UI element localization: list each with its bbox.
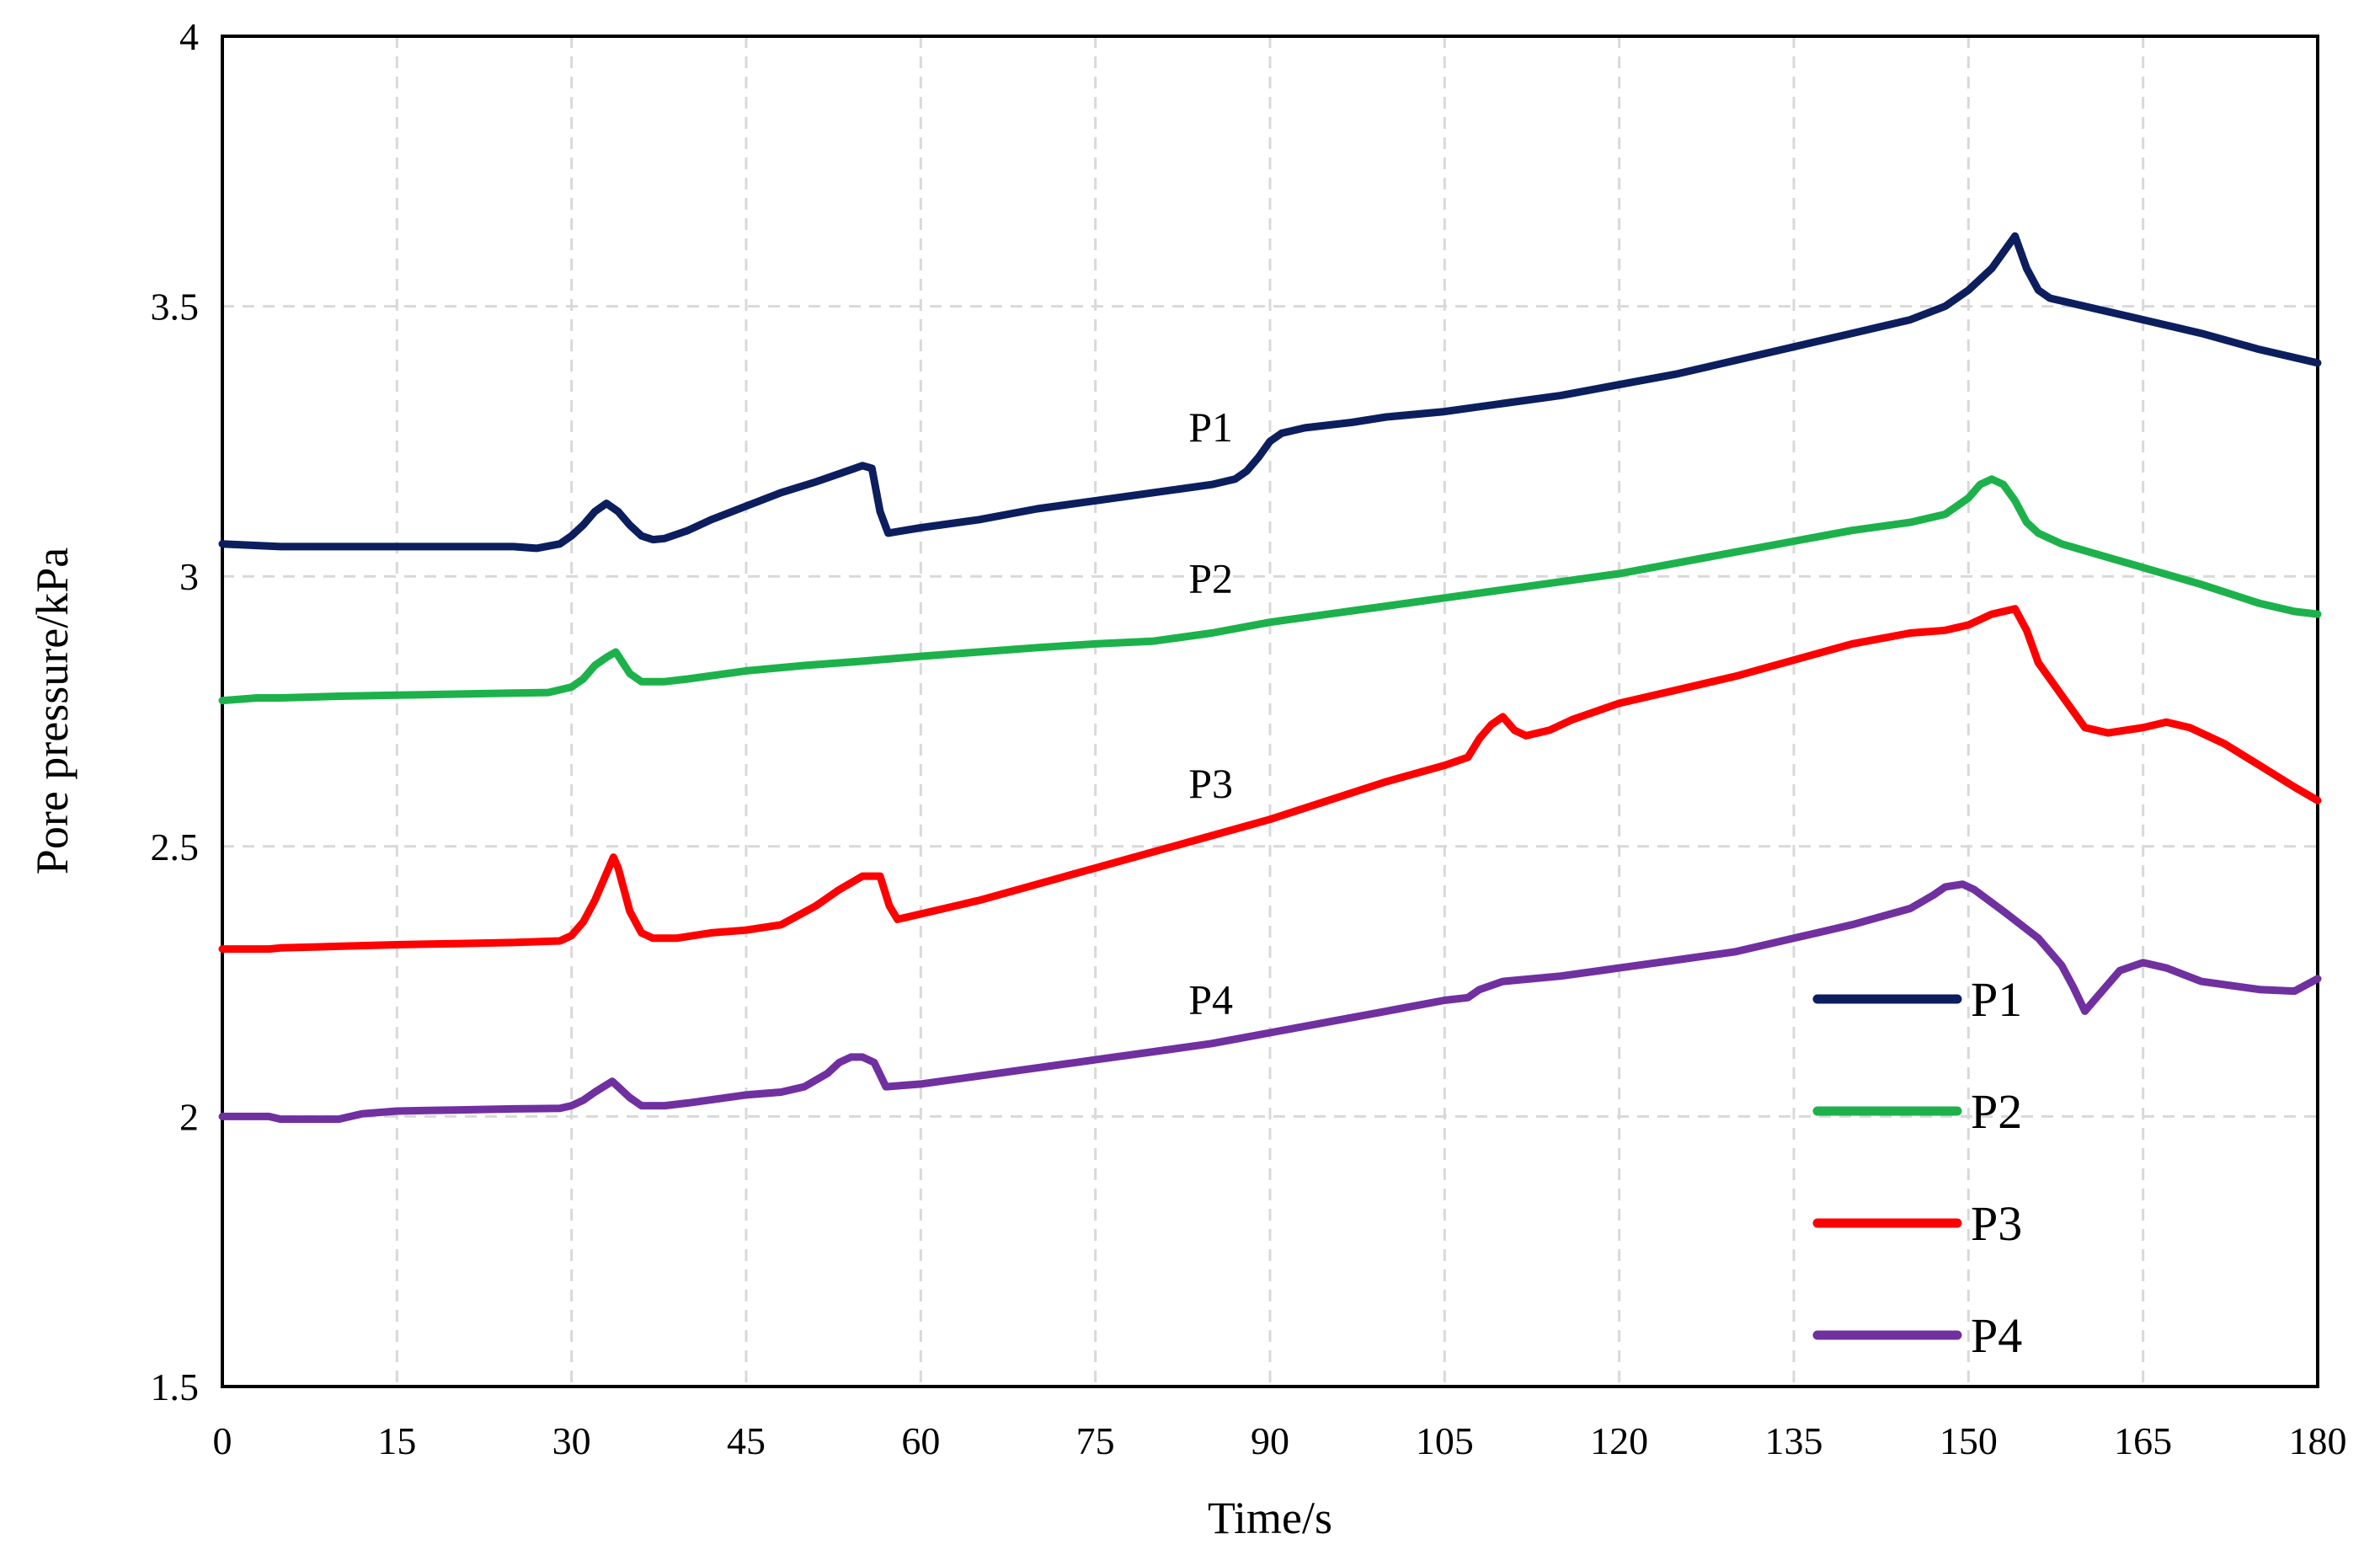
inline-series-labels: P1 P2 P3 P4	[1188, 403, 1233, 1023]
y-axis-ticks: 1.5 2 2.5 3 3.5 4	[151, 15, 200, 1408]
x-tick-label: 120	[1590, 1419, 1648, 1462]
series-line-p2	[218, 475, 2322, 705]
series-line-p3	[218, 605, 2322, 954]
y-tick-label: 3.5	[151, 286, 200, 329]
x-tick-label: 165	[2114, 1419, 2172, 1462]
y-axis-title: Pore pressure/kPa	[27, 548, 77, 874]
legend-label-p2: P2	[1971, 1084, 2022, 1139]
x-tick-label: 180	[2289, 1419, 2347, 1462]
y-tick-label: 3	[179, 555, 199, 598]
y-tick-label: 2	[179, 1095, 199, 1138]
x-axis-ticks: 0 15 30 45 60 75 90 105 120 135 150 165 180	[213, 1419, 2347, 1462]
x-tick-label: 150	[1940, 1419, 1998, 1462]
y-tick-label: 4	[179, 15, 199, 58]
x-axis-title: Time/s	[1208, 1493, 1332, 1543]
inline-label-p2: P2	[1188, 554, 1233, 601]
x-tick-label: 30	[552, 1419, 591, 1462]
x-tick-label: 135	[1765, 1419, 1823, 1462]
x-tick-label: 0	[213, 1419, 232, 1462]
x-tick-label: 105	[1416, 1419, 1474, 1462]
grid	[222, 36, 2318, 1387]
y-tick-label: 1.5	[151, 1365, 200, 1408]
inline-label-p1: P1	[1188, 403, 1233, 451]
x-tick-label: 90	[1251, 1419, 1289, 1462]
inline-label-p3: P3	[1188, 760, 1233, 807]
legend: P1 P2 P3 P4	[1812, 972, 2022, 1363]
x-tick-label: 45	[727, 1419, 766, 1462]
x-tick-label: 15	[377, 1419, 416, 1462]
y-tick-label: 2.5	[151, 826, 200, 868]
series-group	[218, 232, 2322, 1124]
x-tick-label: 60	[901, 1419, 940, 1462]
x-tick-label: 75	[1076, 1419, 1115, 1462]
series-line-p1	[218, 232, 2322, 553]
legend-label-p3: P3	[1971, 1196, 2022, 1251]
plot-frame	[221, 35, 2319, 1388]
series-line-p4	[218, 880, 2322, 1124]
legend-label-p4: P4	[1971, 1308, 2022, 1363]
legend-label-p1: P1	[1971, 972, 2022, 1027]
inline-label-p4: P4	[1188, 976, 1233, 1023]
